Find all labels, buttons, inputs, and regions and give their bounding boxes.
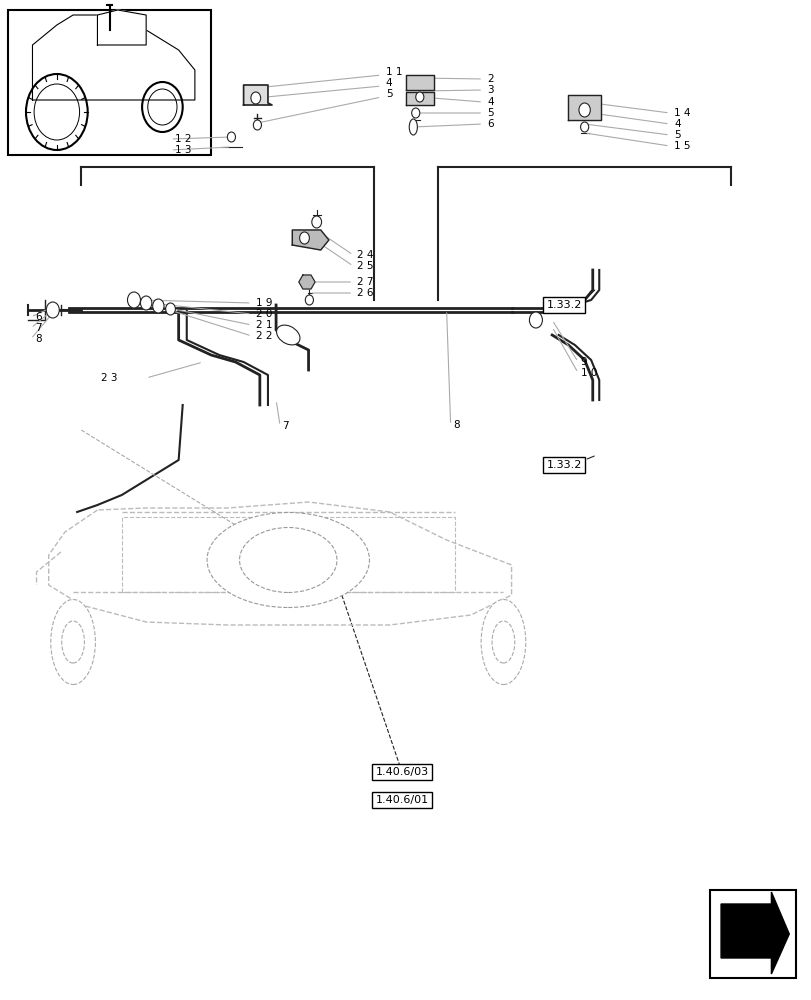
Ellipse shape <box>277 325 299 345</box>
Text: 2 5: 2 5 <box>357 261 373 271</box>
Polygon shape <box>406 92 434 105</box>
Circle shape <box>152 299 164 313</box>
Text: 1 0: 1 0 <box>580 368 596 378</box>
Text: 2 0: 2 0 <box>255 309 272 319</box>
Ellipse shape <box>409 119 417 135</box>
Polygon shape <box>292 230 328 250</box>
Text: 2 4: 2 4 <box>357 250 373 260</box>
Circle shape <box>46 302 59 318</box>
Circle shape <box>415 92 423 102</box>
Polygon shape <box>720 892 788 974</box>
Polygon shape <box>298 275 315 289</box>
Circle shape <box>299 232 309 244</box>
Text: 2 6: 2 6 <box>357 288 373 298</box>
Text: 1 3: 1 3 <box>174 145 191 155</box>
Text: 7: 7 <box>35 323 41 333</box>
Bar <box>710 890 795 978</box>
Polygon shape <box>32 15 195 100</box>
Text: 4: 4 <box>385 78 392 88</box>
Text: 1 9: 1 9 <box>255 298 272 308</box>
Text: 4: 4 <box>487 97 493 107</box>
Ellipse shape <box>480 599 526 684</box>
Text: 1 4: 1 4 <box>673 108 689 118</box>
Circle shape <box>529 312 542 328</box>
Text: 6: 6 <box>487 119 493 129</box>
Circle shape <box>127 292 140 308</box>
Text: 1 2: 1 2 <box>174 134 191 144</box>
Circle shape <box>227 132 235 142</box>
Circle shape <box>580 122 588 132</box>
Text: 5: 5 <box>385 89 392 99</box>
Ellipse shape <box>491 621 514 663</box>
Ellipse shape <box>50 599 95 684</box>
Text: 9: 9 <box>580 357 586 367</box>
Text: 2: 2 <box>487 74 493 84</box>
Text: 2 3: 2 3 <box>101 373 118 383</box>
Bar <box>8 10 211 155</box>
Ellipse shape <box>207 512 369 607</box>
Text: 4: 4 <box>673 119 680 129</box>
Text: 8: 8 <box>453 420 459 430</box>
Text: 1: 1 <box>296 560 303 570</box>
Circle shape <box>253 120 261 130</box>
Polygon shape <box>243 85 272 105</box>
Circle shape <box>305 295 313 305</box>
Text: 1.33.2: 1.33.2 <box>546 460 581 470</box>
Text: 8: 8 <box>35 334 41 344</box>
Text: 5: 5 <box>487 108 493 118</box>
Circle shape <box>311 216 321 228</box>
Text: 2 1: 2 1 <box>255 320 272 330</box>
Ellipse shape <box>62 621 84 663</box>
Polygon shape <box>97 10 146 45</box>
Text: 7: 7 <box>282 421 289 431</box>
Circle shape <box>140 296 152 310</box>
Polygon shape <box>568 95 600 120</box>
Text: 2 7: 2 7 <box>357 277 373 287</box>
Ellipse shape <box>239 528 337 592</box>
Text: 1 5: 1 5 <box>673 141 689 151</box>
Text: 5: 5 <box>673 130 680 140</box>
Circle shape <box>411 108 419 118</box>
Text: 1.40.6/01: 1.40.6/01 <box>375 795 428 805</box>
Text: 6: 6 <box>35 312 41 322</box>
Text: 1.33.2: 1.33.2 <box>546 300 581 310</box>
Circle shape <box>251 92 260 104</box>
Text: 2 2: 2 2 <box>255 331 272 341</box>
Circle shape <box>165 303 175 315</box>
Text: 1 1: 1 1 <box>385 67 401 77</box>
Text: 3: 3 <box>487 85 493 95</box>
Circle shape <box>578 103 590 117</box>
Polygon shape <box>406 75 434 90</box>
Text: 1.40.6/03: 1.40.6/03 <box>375 767 428 777</box>
